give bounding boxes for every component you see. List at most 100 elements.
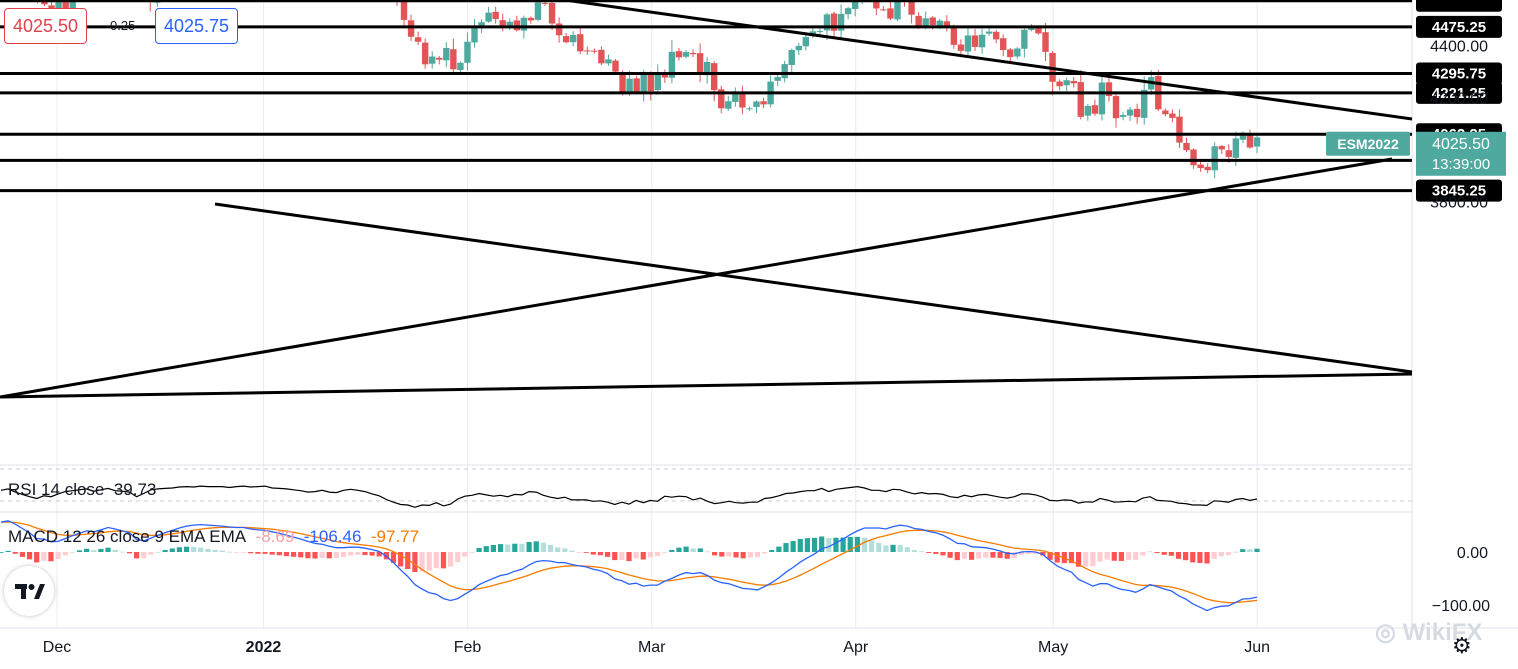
macd-histogram-bar xyxy=(1240,549,1246,552)
macd-histogram-bar xyxy=(1147,551,1153,553)
macd-histogram-bar xyxy=(1204,552,1210,564)
candle-body xyxy=(1176,116,1183,143)
macd-histogram-bar xyxy=(84,548,90,552)
last-price-label: 4025.50 xyxy=(1432,136,1490,153)
candle-body xyxy=(1119,115,1127,117)
macd-histogram-bar xyxy=(112,549,118,552)
macd-histogram-bar xyxy=(790,541,796,552)
macd-histogram-bar xyxy=(968,552,975,560)
level-label-box xyxy=(1416,81,1502,104)
macd-histogram-bar xyxy=(255,552,261,554)
macd-histogram-bar xyxy=(761,552,768,554)
macd-histogram-bar xyxy=(1225,552,1232,556)
candle-body xyxy=(464,41,471,63)
candle-body xyxy=(915,15,922,28)
macd-histogram-bar xyxy=(519,543,525,552)
macd-line xyxy=(0,520,1258,612)
macd-histogram-bar xyxy=(462,552,468,557)
macd-histogram-bar xyxy=(783,543,789,552)
macd-histogram-bar xyxy=(283,552,290,557)
rsi-label: RSI 14 close xyxy=(8,480,105,499)
candle-body xyxy=(598,49,605,64)
macd-histogram-bar xyxy=(690,548,696,552)
x-tick-label: 2022 xyxy=(246,639,282,656)
candle-body xyxy=(478,22,485,29)
candle-body xyxy=(591,50,598,52)
macd-histogram-bar xyxy=(1154,552,1160,554)
candle-body xyxy=(1084,105,1092,116)
candle-body xyxy=(1028,28,1035,31)
candle-body xyxy=(450,49,457,70)
candle-body xyxy=(732,92,739,102)
candle-body xyxy=(1239,132,1247,140)
macd-histogram-bar xyxy=(376,552,382,557)
macd-legend[interactable]: MACD 12 26 close 9 EMA EMA -8.69 -106.46… xyxy=(8,527,419,547)
candle-body xyxy=(1162,110,1169,115)
candle-body xyxy=(823,14,831,31)
macd-histogram-bar xyxy=(26,552,33,560)
macd-histogram-bar xyxy=(911,550,918,552)
rsi-legend[interactable]: RSI 14 close 39.73 xyxy=(8,480,156,500)
macd-histogram-bar xyxy=(533,541,539,552)
candle-body xyxy=(520,17,528,31)
macd-histogram-bar xyxy=(1175,552,1182,559)
macd-histogram-bar xyxy=(76,550,83,552)
candle-body xyxy=(570,34,577,43)
macd-histogram-bar xyxy=(398,552,404,567)
tradingview-logo-icon[interactable] xyxy=(4,566,54,616)
candle-body xyxy=(718,89,725,109)
macd-histogram-bar xyxy=(626,552,632,562)
macd-histogram-bar xyxy=(55,552,61,560)
candle-body xyxy=(1070,80,1077,84)
macd-histogram-bar xyxy=(390,552,397,563)
macd-histogram-bar xyxy=(669,549,675,552)
macd-histogram-bar xyxy=(954,552,960,561)
candle-body xyxy=(739,93,746,108)
macd-histogram-bar xyxy=(861,537,868,552)
macd-histogram-bar xyxy=(1254,548,1260,552)
macd-histogram-bar xyxy=(555,547,561,552)
macd-histogram-bar xyxy=(997,552,1003,559)
candle-body xyxy=(880,9,887,11)
sell-price-button[interactable]: 4025.50 xyxy=(4,8,88,44)
macd-histogram-bar xyxy=(155,551,161,553)
candle-body xyxy=(436,57,443,60)
candle-body xyxy=(1000,38,1007,51)
candle-body xyxy=(400,1,408,20)
macd-histogram-bar xyxy=(5,550,11,552)
macd-histogram-bar xyxy=(1218,552,1224,557)
candle-body xyxy=(1141,89,1148,118)
macd-line-value: -106.46 xyxy=(303,527,362,546)
candle-body xyxy=(992,31,1000,40)
symbol-name: ESM2022 xyxy=(1337,136,1399,152)
level-label: 4295.75 xyxy=(1432,66,1486,83)
macd-histogram-bar xyxy=(497,544,504,552)
macd-axis-label: 0.00 xyxy=(1457,545,1488,562)
macd-histogram-bar xyxy=(41,552,47,561)
macd-histogram-bar xyxy=(133,552,140,559)
candle-body xyxy=(781,64,788,79)
macd-histogram-bar xyxy=(198,547,204,552)
macd-histogram-bar xyxy=(883,545,889,552)
rsi-line xyxy=(0,485,1258,508)
macd-axis-label: −100.00 xyxy=(1432,598,1490,615)
candle-body xyxy=(795,45,802,51)
macd-histogram-bar xyxy=(640,552,646,560)
macd-histogram-bar xyxy=(990,552,996,558)
macd-histogram-bar xyxy=(583,552,589,553)
macd-histogram-bar xyxy=(869,540,875,552)
macd-histogram-bar xyxy=(176,547,183,552)
gear-icon[interactable]: ⚙ xyxy=(1452,633,1472,658)
macd-histogram-bar xyxy=(412,552,418,573)
macd-histogram-bar xyxy=(126,552,133,554)
level-label: 3845.25 xyxy=(1432,183,1486,200)
macd-histogram-bar xyxy=(205,548,211,552)
buy-price-button[interactable]: 4025.75 xyxy=(155,8,239,44)
x-tick-label: Feb xyxy=(454,639,482,656)
candle-body xyxy=(971,35,979,47)
macd-histogram-bar xyxy=(276,552,282,556)
candle-body xyxy=(1021,29,1028,49)
macd-histogram-bar xyxy=(576,552,582,553)
